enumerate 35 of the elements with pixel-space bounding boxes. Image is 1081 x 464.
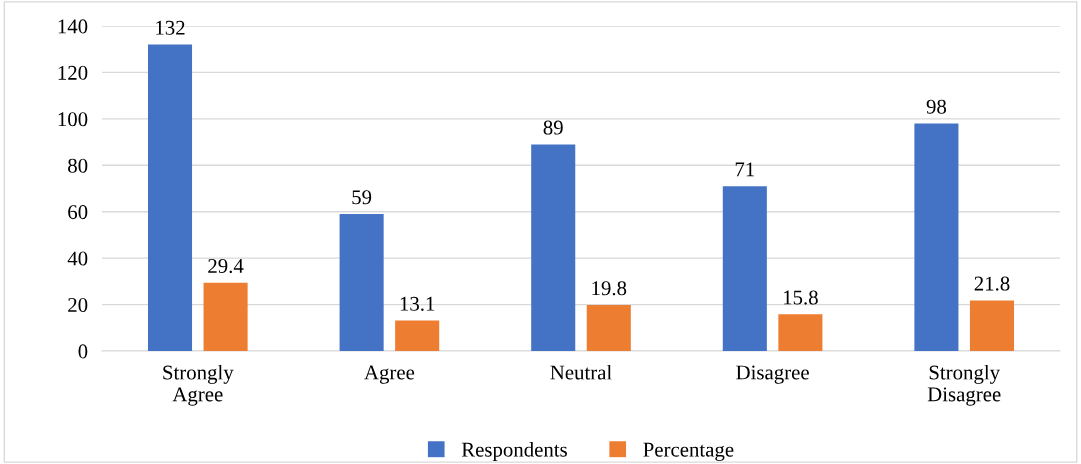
bar	[722, 186, 767, 351]
bar	[339, 214, 384, 351]
y-tick-label: 60	[68, 205, 88, 220]
bar	[147, 44, 193, 351]
x-tick-label: Strongly Agree	[163, 364, 234, 406]
data-label: 71	[735, 162, 754, 177]
x-tick-label: Neutral	[550, 364, 612, 380]
data-label: 29.4	[208, 258, 244, 274]
data-label: 21.8	[974, 276, 1010, 291]
y-tick-label: 80	[68, 158, 88, 173]
legend-label: Percentage	[643, 442, 734, 461]
data-label: 98	[926, 99, 947, 114]
x-tick-label: Disagree	[736, 365, 809, 384]
data-label: 13.1	[400, 296, 435, 311]
y-tick-label: 0	[78, 344, 88, 359]
y-tick-label: 40	[67, 251, 88, 266]
bar	[914, 123, 959, 351]
data-label: 59	[352, 190, 372, 205]
x-tick-label: Strongly Disagree	[927, 364, 1001, 406]
y-tick-label: 140	[58, 19, 88, 34]
data-label: 15.8	[783, 290, 818, 305]
bar	[531, 144, 576, 351]
bar	[586, 305, 631, 351]
bar	[778, 314, 823, 351]
x-tick-label: Agree	[364, 365, 415, 384]
y-tick-label: 120	[58, 65, 88, 80]
bar	[203, 282, 248, 351]
data-label: 19.8	[592, 281, 627, 296]
legend-label: Respondents	[461, 442, 567, 461]
data-label: 89	[543, 120, 563, 135]
data-label: 132	[156, 20, 185, 35]
bar	[969, 300, 1015, 351]
bar	[395, 320, 440, 351]
y-tick-label: 100	[58, 112, 88, 127]
y-tick-label: 20	[68, 297, 88, 312]
